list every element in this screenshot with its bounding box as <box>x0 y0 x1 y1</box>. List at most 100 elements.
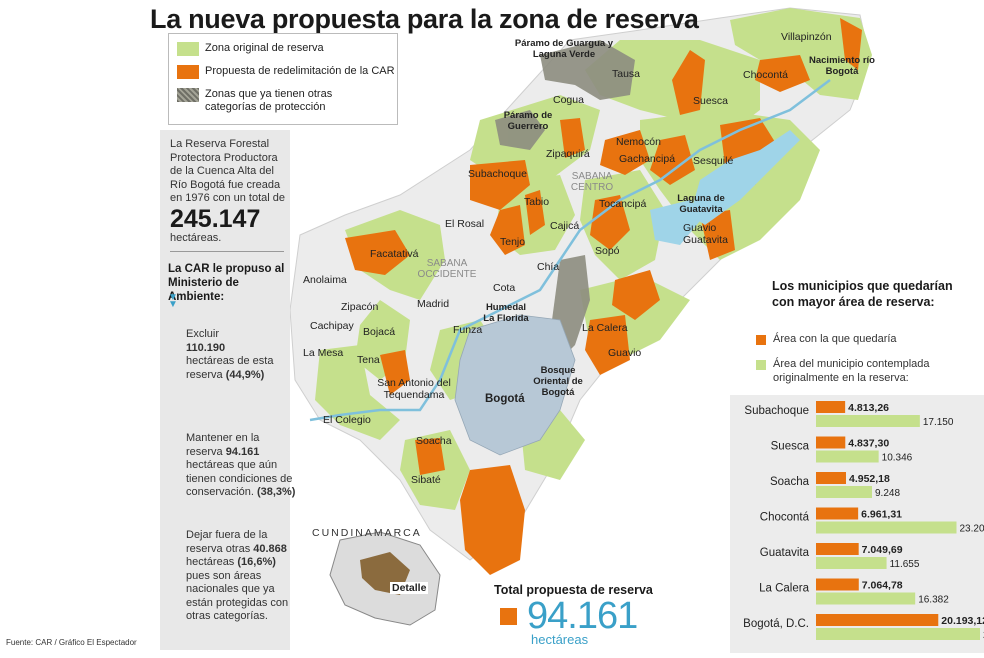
sidebar-intro: La Reserva Forestal Protectora Productor… <box>170 138 290 245</box>
place-label: Tenjo <box>500 236 526 248</box>
place-label: Chocontá <box>743 69 788 81</box>
bar-remaining <box>816 472 846 484</box>
bar-value-label: 9.248 <box>875 488 900 499</box>
place-label: El Colegio <box>323 414 371 426</box>
legend-item-original: Zona original de reserva <box>177 42 324 56</box>
block-percent: (44,9%) <box>225 368 265 381</box>
bar-value-label: 16.382 <box>918 595 949 606</box>
legend-swatch-green <box>756 360 766 370</box>
place-label: Zipaquirá <box>546 148 590 160</box>
bogota-urban-area <box>454 314 576 456</box>
place-label: Tabio <box>524 196 550 208</box>
block-text: Dejar fuera de la reserva otras <box>186 529 268 555</box>
place-label: Tocancipá <box>599 198 647 210</box>
place-label: Soacha <box>416 435 452 447</box>
place-label: Anolaima <box>303 274 347 286</box>
inset-region-label: CUNDINAMARCA <box>312 527 422 539</box>
place-label: Cajicá <box>550 220 580 232</box>
block-number: 40.868 <box>253 542 287 555</box>
page-title: La nueva propuesta para la zona de reser… <box>150 4 699 34</box>
category-label: Guatavita <box>760 547 810 559</box>
bar-value-label: 23.204 <box>960 524 984 535</box>
place-label: Cogua <box>553 94 584 106</box>
bar-value-label: 20.193,12 <box>941 615 984 627</box>
legend-label: Zona original de reserva <box>205 42 324 54</box>
block-percent: (16,6%) <box>237 556 276 568</box>
place-label: Suesca <box>693 95 729 107</box>
original-reserve-zones <box>315 8 872 510</box>
region-label: SABANA CENTRO <box>570 171 614 193</box>
place-label: Cachipay <box>310 320 354 332</box>
bar-value-label: 4.813,26 <box>848 402 889 414</box>
block-text: Mantener en la reserva <box>186 432 260 458</box>
bar-original <box>816 486 872 498</box>
bar-value-label: 7.049,69 <box>862 544 903 556</box>
map-legend: Zona original de reserva Propuesta de re… <box>168 33 398 125</box>
total-proposal-label: Total propuesta de reserva <box>494 583 653 597</box>
place-label: Funza <box>453 324 483 336</box>
chart-legend-label: Área del municipio contemplada originalm… <box>773 358 930 384</box>
chevron-down-icon: ▼ ▼ <box>168 292 178 310</box>
block-text: Excluir <box>186 328 220 340</box>
chart-legend-label: Área con la que quedaría <box>773 333 897 345</box>
source-credit: Fuente: CAR / Gráfico El Espectador <box>6 638 137 647</box>
place-label: Páramo de Guargua y Laguna Verde <box>514 38 614 60</box>
chart-legend-green: Área del municipio contemplada originalm… <box>756 358 956 385</box>
place-label: Chía <box>537 261 560 273</box>
car-proposal-zones <box>345 18 862 575</box>
place-label: La Calera <box>582 322 628 334</box>
block-text: hectáreas que aún tienen condiciones de … <box>186 459 293 498</box>
legend-item-proposal: Propuesta de redelimitación de la CAR <box>177 65 395 79</box>
legend-swatch-green <box>177 42 199 56</box>
bar-value-label: 17.150 <box>923 417 954 428</box>
category-label: Chocontá <box>760 512 810 524</box>
place-label: Cota <box>493 282 516 294</box>
sidebar-panel: La Reserva Forestal Protectora Productor… <box>160 130 295 650</box>
total-proposal-unit: hectáreas <box>531 632 589 647</box>
bar-remaining <box>816 401 846 413</box>
inset-detail-label: Detalle <box>390 582 429 594</box>
place-label: Nemocón <box>616 136 661 148</box>
legend-label: Zonas que ya tienen otras categorías de … <box>205 88 333 113</box>
category-label: Suesca <box>771 441 810 453</box>
sidebar-divider <box>170 251 284 252</box>
place-label: Bosque Oriental de Bogotá <box>533 365 583 398</box>
bar-original <box>816 521 957 534</box>
bar-value-label: 7.064,78 <box>862 580 903 592</box>
place-label: Guavio <box>608 347 642 359</box>
place-label: Madrid <box>417 298 450 310</box>
category-label: La Calera <box>759 583 809 595</box>
block-percent: (38,3%) <box>256 486 296 498</box>
legend-item-protected: Zonas que ya tienen otras categorías de … <box>177 88 387 114</box>
bar-remaining <box>816 614 939 626</box>
place-label: El Rosal <box>445 218 485 230</box>
place-label: Páramo de Guerrero <box>503 110 553 132</box>
bar-remaining <box>816 436 846 449</box>
block-text: hectáreas de esta reserva <box>186 355 274 381</box>
block-mantener: Mantener en la reserva 94.161 hectáreas … <box>186 432 296 500</box>
place-label: Tausa <box>612 68 641 80</box>
category-label: Soacha <box>770 476 810 488</box>
bar-original <box>816 628 980 640</box>
block-excluir: Excluir 110.190 hectáreas de esta reserv… <box>186 328 296 382</box>
total-unit: hectáreas. <box>170 231 222 244</box>
bar-original <box>816 415 920 427</box>
bar-original <box>816 557 887 569</box>
place-label: Guavio Guatavita <box>683 222 728 246</box>
block-text: pues son áreas nacionales que ya están p… <box>186 569 289 623</box>
bar-value-label: 6.961,31 <box>861 509 902 521</box>
block-number: 94.161 <box>225 445 260 458</box>
place-label: Sesquilé <box>693 155 734 167</box>
legend-swatch-orange <box>177 65 199 79</box>
bar-value-label: 10.346 <box>882 453 913 464</box>
place-label: Facatativá <box>370 248 419 260</box>
place-label: Gachancipá <box>619 153 676 165</box>
total-hectares: 245.147 <box>170 204 261 233</box>
block-text: hectáreas <box>186 556 235 568</box>
bar-value-label: 11.655 <box>890 559 920 570</box>
place-label: La Mesa <box>303 347 344 359</box>
place-label: Villapinzón <box>781 31 832 43</box>
place-label: Bojacá <box>363 326 396 338</box>
region-label: SABANA OCCIDENTE <box>417 258 477 280</box>
